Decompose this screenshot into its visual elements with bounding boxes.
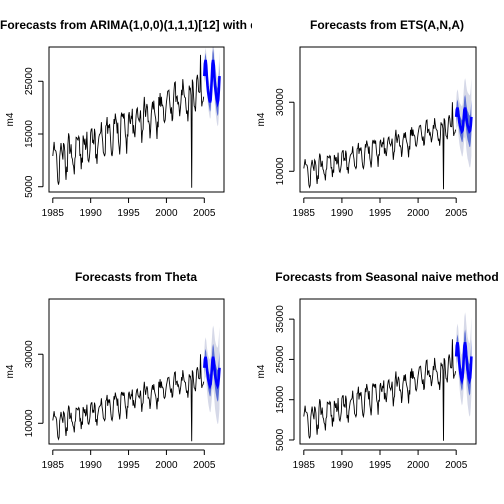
x-tick-label: 1990 [80,460,103,471]
chart-panel-3: 1985 1990 1995 2000 2005 10000 30000 m4 Forecast… [5,270,225,471]
x-tick-label: 2005 [445,460,468,471]
y-axis-label: m4 [5,112,16,126]
x-tick-label: 2005 [193,460,216,471]
x-tick-label: 1990 [331,208,354,219]
forecast-mean-line [454,107,473,135]
x-tick-label: 1995 [117,460,140,471]
forecast-mean-line [454,342,473,385]
forecast-mean-line [203,59,221,108]
series-line [303,102,457,190]
chart-panel-2: 1985 1990 1995 2000 2005 10000 30000 m4 Forecast… [256,18,477,219]
y-tick-label: 5000 [275,428,286,451]
x-tick-label: 1990 [331,460,354,471]
y-axis-label: m4 [5,364,16,378]
x-tick-label: 1985 [42,208,65,219]
x-tick-label: 2005 [193,208,216,219]
plot-frame [299,46,477,193]
series-line [52,54,205,188]
y-tick-label: 10000 [24,409,35,437]
y-tick-label: 5000 [24,175,35,198]
chart-title: Forecasts from Seasonal naive method [275,270,498,284]
y-tick-label: 15000 [24,120,35,148]
y-tick-label: 25000 [275,345,286,373]
x-tick-label: 1995 [117,208,140,219]
x-tick-label: 2005 [445,208,468,219]
x-tick-label: 2000 [407,208,430,219]
x-tick-label: 1985 [293,460,316,471]
chart-panel-1: 1985 1990 1995 2000 2005 5000 15000 25000 m4 Fore… [0,18,274,219]
x-tick-label: 2000 [155,460,178,471]
chart-title: Forecasts from Theta [75,270,197,284]
x-tick-label: 1985 [293,208,316,219]
x-tick-label: 1985 [42,460,65,471]
y-tick-label: 10000 [275,157,286,185]
y-tick-label: 25000 [24,67,35,95]
x-tick-label: 1990 [80,208,103,219]
chart-panel-4: 1985 1990 1995 2000 2005 5000 15000 25000 35000 m… [256,270,499,471]
x-tick-label: 2000 [155,208,178,219]
y-tick-label: 30000 [275,88,286,116]
y-axis-label: m4 [256,364,267,378]
forecast-mean-line [203,356,221,390]
plot-frame [48,298,225,445]
series-line [52,354,205,442]
y-tick-label: 15000 [275,385,286,413]
chart-title: Forecasts from ETS(A,N,A) [310,18,464,32]
series-line [303,339,457,441]
x-tick-label: 2000 [407,460,430,471]
plot-frame [48,46,225,193]
y-tick-label: 35000 [275,305,286,333]
y-axis-label: m4 [256,112,267,126]
chart-title: Forecasts from ARIMA(1,0,0)(1,1,1)[12] w… [0,18,274,32]
x-tick-label: 1995 [369,460,392,471]
x-tick-label: 1995 [369,208,392,219]
plot-frame [299,298,477,445]
y-tick-label: 30000 [24,340,35,368]
